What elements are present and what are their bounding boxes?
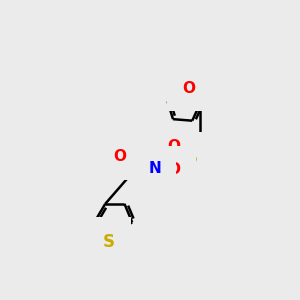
Text: S: S — [185, 149, 197, 167]
Text: O: O — [167, 139, 180, 154]
Text: N: N — [148, 161, 161, 176]
Text: O: O — [182, 81, 195, 96]
Text: S: S — [102, 233, 114, 251]
Text: O: O — [167, 162, 180, 177]
Text: O: O — [113, 149, 126, 164]
